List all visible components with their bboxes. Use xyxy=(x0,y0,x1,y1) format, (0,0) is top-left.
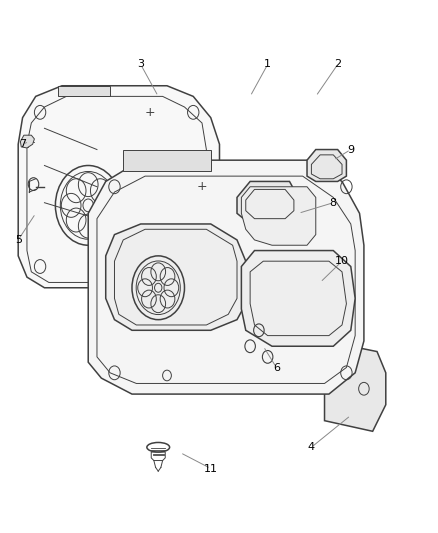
Polygon shape xyxy=(306,150,346,181)
Text: 6: 6 xyxy=(272,362,279,373)
Text: +: + xyxy=(196,180,207,193)
Polygon shape xyxy=(18,86,219,288)
Text: 8: 8 xyxy=(329,198,336,208)
Polygon shape xyxy=(57,86,110,96)
Text: 1: 1 xyxy=(264,60,271,69)
Text: 11: 11 xyxy=(203,464,217,473)
Text: 5: 5 xyxy=(14,235,21,245)
Polygon shape xyxy=(324,346,385,431)
Text: +: + xyxy=(144,191,155,204)
Polygon shape xyxy=(88,160,363,394)
Polygon shape xyxy=(123,150,210,171)
Polygon shape xyxy=(237,181,297,224)
Text: 3: 3 xyxy=(137,60,144,69)
Polygon shape xyxy=(20,135,34,148)
Text: 4: 4 xyxy=(307,442,314,452)
Polygon shape xyxy=(241,187,315,245)
Text: 10: 10 xyxy=(334,256,348,266)
Polygon shape xyxy=(241,251,354,346)
Text: +: + xyxy=(144,106,155,119)
Text: 2: 2 xyxy=(333,60,340,69)
Polygon shape xyxy=(106,224,245,330)
Text: 9: 9 xyxy=(346,144,353,155)
Text: 7: 7 xyxy=(19,139,26,149)
